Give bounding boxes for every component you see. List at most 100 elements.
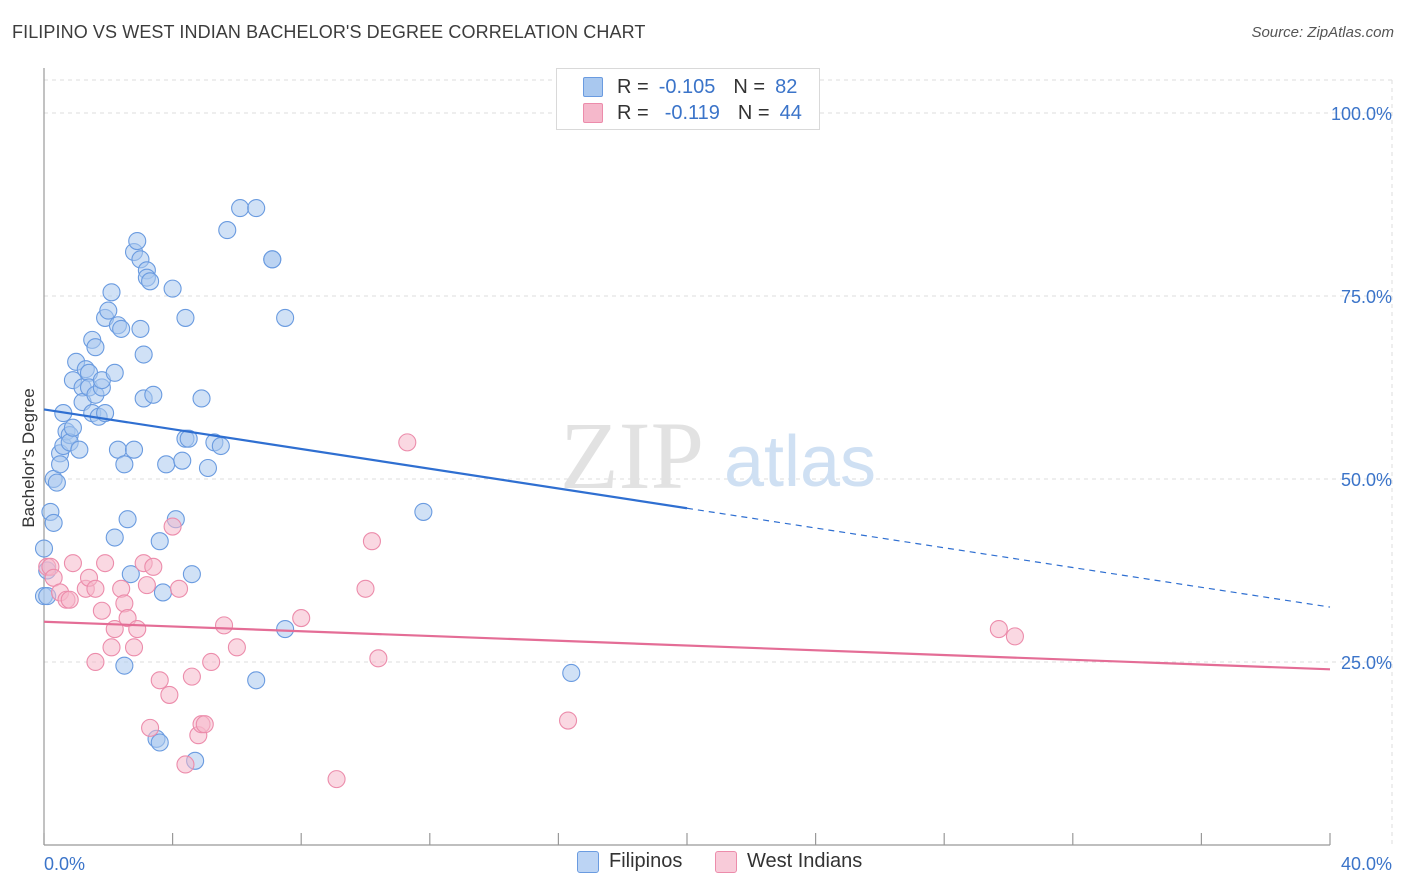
legend-row-filipinos: R = -0.105 N = 82	[583, 75, 797, 99]
point-filipinos	[198, 458, 218, 478]
point-filipinos	[144, 385, 163, 404]
y-tick-label: 25.0%	[1341, 653, 1392, 673]
point-west-indians	[96, 554, 115, 573]
point-filipinos	[134, 345, 153, 364]
point-filipinos	[218, 221, 237, 240]
point-filipinos	[115, 656, 134, 675]
point-filipinos	[121, 565, 140, 584]
point-filipinos	[131, 319, 150, 338]
point-west-indians	[163, 517, 182, 536]
legend-r-value: -0.119	[664, 101, 720, 124]
point-west-indians	[124, 638, 144, 657]
point-filipinos	[211, 436, 230, 456]
trend-line-filipinos-projection	[686, 507, 1331, 608]
point-filipinos	[231, 199, 250, 218]
point-west-indians	[86, 652, 105, 672]
point-west-indians	[558, 711, 578, 730]
point-filipinos	[51, 455, 70, 474]
point-filipinos	[105, 363, 124, 382]
series-legend-label: West Indians	[747, 850, 863, 872]
point-filipinos	[124, 440, 144, 459]
point-filipinos	[173, 451, 192, 470]
legend-n-value: 82	[775, 75, 798, 98]
point-filipinos	[34, 539, 54, 558]
point-filipinos	[99, 301, 118, 320]
point-west-indians	[92, 601, 111, 620]
legend-swatch-west-indians	[583, 103, 603, 123]
point-filipinos	[276, 619, 295, 639]
point-west-indians	[182, 667, 201, 686]
source-label[interactable]: Source: ZipAtlas.com	[1251, 24, 1394, 41]
y-axis-label: Bachelor's Degree	[19, 388, 38, 527]
axes	[43, 68, 1331, 846]
point-west-indians	[150, 671, 169, 690]
point-west-indians	[63, 554, 82, 573]
grid-lines	[44, 79, 1393, 845]
point-filipinos	[247, 671, 266, 690]
x-tick-label: 40.0%	[1341, 854, 1392, 874]
point-west-indians	[176, 755, 195, 774]
point-west-indians	[128, 619, 147, 639]
point-filipinos	[247, 199, 266, 218]
point-filipinos	[179, 429, 198, 448]
point-west-indians	[60, 590, 79, 609]
legend-n-value: 44	[779, 101, 802, 124]
point-filipinos	[150, 733, 169, 752]
x-tick-label: 0.0%	[44, 854, 85, 874]
point-filipinos	[115, 455, 134, 474]
trend-lines	[43, 408, 1331, 671]
point-west-indians	[362, 532, 381, 551]
point-west-indians	[160, 685, 179, 704]
legend-n-label: N =	[733, 75, 766, 98]
point-filipinos	[102, 283, 121, 302]
point-filipinos	[150, 532, 169, 551]
series-legend-filipinos[interactable]: Filipinos	[577, 850, 682, 873]
point-filipinos	[182, 565, 201, 584]
trend-line-west-indians	[43, 620, 1331, 671]
point-west-indians	[989, 619, 1008, 639]
point-filipinos	[141, 272, 160, 291]
trend-line-filipinos	[43, 408, 688, 510]
point-west-indians	[1005, 627, 1024, 646]
chart-title: FILIPINO VS WEST INDIAN BACHELOR'S DEGRE…	[12, 22, 646, 42]
series-legend-west-indians[interactable]: West Indians	[715, 850, 862, 873]
y-tick-label: 50.0%	[1341, 470, 1392, 490]
point-filipinos	[118, 510, 137, 529]
point-west-indians	[195, 715, 214, 734]
point-west-indians	[202, 652, 221, 672]
point-west-indians	[327, 770, 346, 789]
data-points	[34, 199, 1024, 789]
point-filipinos	[157, 455, 176, 474]
y-tick-label: 75.0%	[1341, 287, 1392, 307]
series-legend: Filipinos West Indians	[0, 850, 1406, 878]
watermark-atlas: atlas	[724, 422, 876, 502]
point-filipinos	[414, 502, 433, 521]
point-filipinos	[176, 308, 195, 327]
watermark-zip: ZIP	[560, 402, 704, 509]
point-west-indians	[144, 557, 163, 576]
point-filipinos	[47, 473, 66, 492]
series-swatch-filipinos	[577, 850, 599, 873]
point-west-indians	[356, 579, 375, 598]
point-filipinos	[86, 338, 105, 357]
legend-r-label: R =	[617, 101, 649, 124]
legend-r-value: -0.105	[658, 75, 716, 98]
correlation-legend: R = -0.105 N = 82 R = -0.119 N = 44	[556, 68, 820, 130]
point-west-indians	[115, 594, 134, 613]
watermark: ZIP atlas	[560, 402, 876, 509]
point-filipinos	[192, 389, 211, 408]
point-filipinos	[112, 319, 131, 338]
point-west-indians	[86, 579, 105, 598]
point-filipinos	[63, 418, 82, 437]
point-west-indians	[398, 433, 417, 452]
point-west-indians	[292, 609, 311, 628]
y-tick-label: 100.0%	[1331, 104, 1392, 124]
point-west-indians	[214, 616, 234, 635]
point-west-indians	[137, 576, 156, 595]
legend-row-west-indians: R = -0.119 N = 44	[583, 101, 802, 125]
point-filipinos	[562, 663, 581, 683]
point-filipinos	[105, 528, 124, 547]
legend-r-label: R =	[617, 75, 649, 98]
axis-labels: 100.0% 75.0% 50.0% 25.0% 0.0% 40.0%	[44, 104, 1392, 874]
